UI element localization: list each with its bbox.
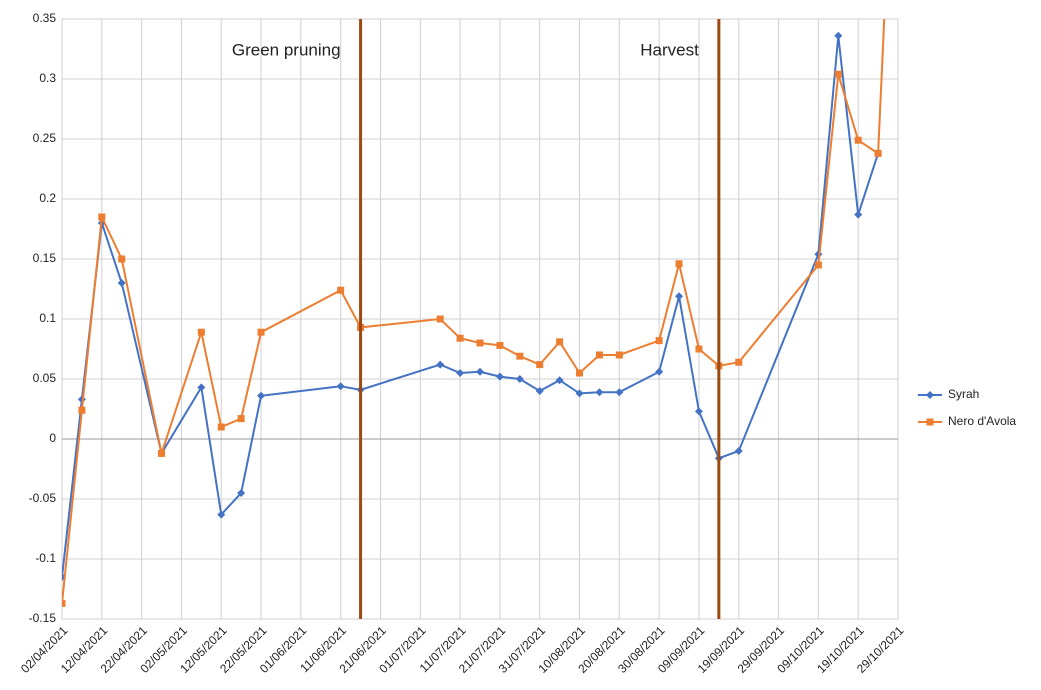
marker bbox=[237, 415, 245, 423]
marker bbox=[436, 360, 445, 369]
y-tick-label: 0.25 bbox=[33, 131, 57, 145]
y-tick-label: -0.1 bbox=[35, 551, 56, 565]
marker bbox=[814, 261, 822, 269]
marker bbox=[655, 367, 664, 376]
y-tick-label: -0.05 bbox=[29, 491, 57, 505]
marker bbox=[98, 213, 106, 221]
marker bbox=[336, 382, 345, 391]
marker bbox=[217, 510, 226, 519]
marker bbox=[158, 449, 166, 457]
marker bbox=[436, 315, 444, 323]
marker bbox=[197, 383, 206, 392]
marker bbox=[735, 358, 743, 366]
marker bbox=[118, 255, 126, 263]
marker bbox=[556, 338, 564, 346]
y-tick-label: -0.15 bbox=[29, 611, 57, 625]
marker bbox=[117, 279, 126, 287]
marker bbox=[555, 376, 564, 385]
marker bbox=[456, 369, 465, 377]
marker bbox=[675, 292, 684, 301]
marker bbox=[615, 388, 624, 397]
legend-marker bbox=[926, 418, 934, 426]
marker bbox=[496, 341, 504, 349]
y-tick-label: 0.1 bbox=[39, 311, 56, 325]
marker bbox=[62, 599, 66, 607]
marker bbox=[576, 369, 584, 377]
marker bbox=[197, 328, 205, 336]
marker bbox=[834, 70, 842, 78]
legend-label: Syrah bbox=[948, 387, 979, 401]
marker bbox=[595, 351, 603, 359]
annotation: Harvest bbox=[640, 40, 699, 59]
marker bbox=[78, 406, 86, 414]
marker bbox=[237, 489, 246, 497]
marker bbox=[516, 352, 524, 360]
y-tick-label: 0 bbox=[49, 431, 56, 445]
marker bbox=[476, 339, 484, 347]
series-line bbox=[62, 19, 886, 604]
annotation: Green pruning bbox=[232, 40, 341, 59]
marker bbox=[874, 149, 882, 157]
legend-marker bbox=[926, 391, 934, 399]
marker bbox=[476, 367, 484, 376]
marker bbox=[257, 391, 266, 400]
marker bbox=[615, 351, 623, 359]
marker bbox=[456, 334, 464, 342]
marker bbox=[695, 345, 703, 353]
y-tick-label: 0.05 bbox=[33, 371, 57, 385]
marker bbox=[694, 407, 703, 416]
marker bbox=[257, 328, 265, 336]
marker bbox=[536, 361, 544, 369]
marker bbox=[495, 372, 504, 381]
marker bbox=[854, 136, 862, 144]
marker bbox=[675, 260, 683, 268]
y-tick-label: 0.15 bbox=[33, 251, 57, 265]
marker bbox=[515, 375, 524, 383]
marker bbox=[535, 387, 544, 395]
y-tick-label: 0.2 bbox=[39, 191, 56, 205]
y-tick-label: 0.3 bbox=[39, 71, 56, 85]
plot bbox=[62, 19, 886, 607]
marker bbox=[854, 210, 863, 219]
marker bbox=[595, 388, 604, 397]
y-tick-label: 0.35 bbox=[33, 11, 57, 25]
marker bbox=[575, 389, 584, 398]
legend-label: Nero d'Avola bbox=[948, 414, 1016, 428]
marker bbox=[734, 447, 743, 455]
marker bbox=[655, 337, 663, 345]
marker bbox=[217, 423, 225, 431]
marker bbox=[834, 31, 843, 40]
marker bbox=[337, 286, 345, 294]
series-line bbox=[62, 35, 880, 578]
